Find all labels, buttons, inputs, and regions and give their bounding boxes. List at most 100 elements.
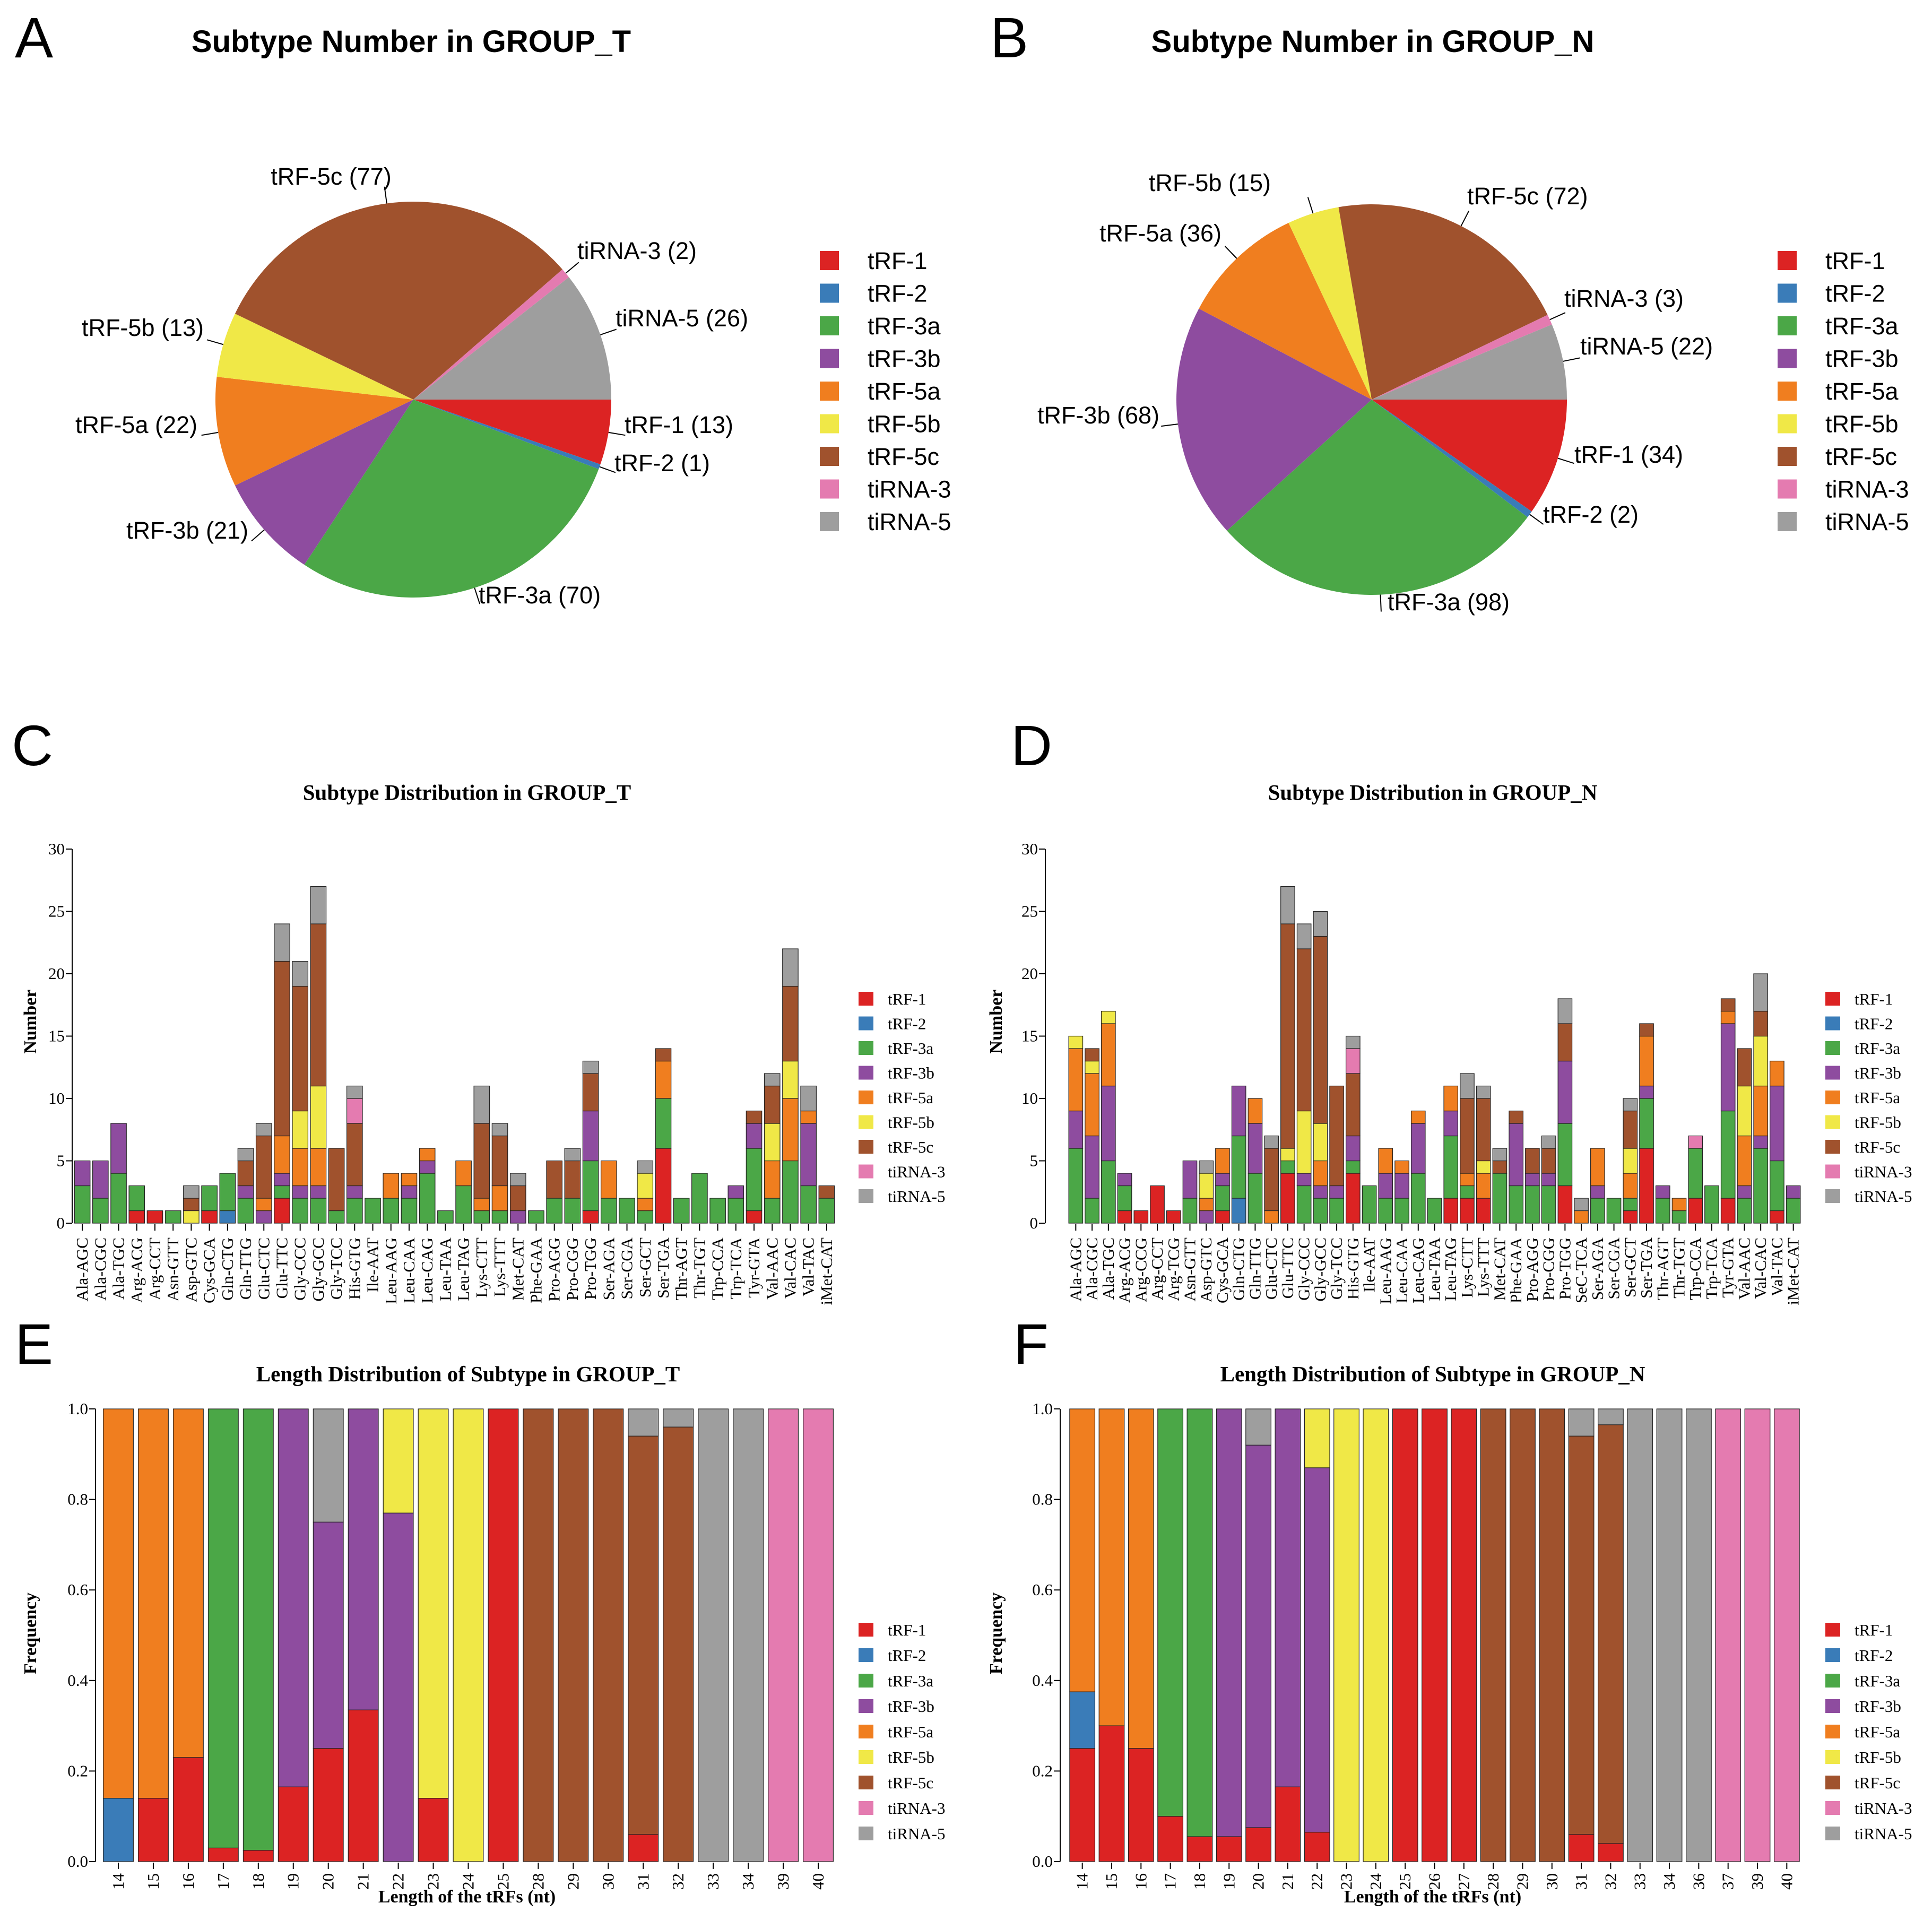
y-axis-title: Frequency (21, 1593, 40, 1674)
legend-swatch (859, 1016, 873, 1031)
bar-segment-tRF-5c (782, 985, 799, 1062)
x-tick-label: 33 (1631, 1873, 1649, 1890)
pie-slice-label: tRF-3b (21) (126, 517, 248, 544)
bar-segment-tRF-3a (1378, 1198, 1393, 1224)
bar-segment-tRF-3b (1101, 1085, 1116, 1162)
legend-label: tRF-5a (868, 378, 941, 405)
bar-segment-tRF-5c (523, 1408, 554, 1862)
bar-chart-f: 0.0 0.2 0.4 0.6 0.8 1.0 Frequency 14 15 16 17 18 19 2… (986, 1399, 1912, 1907)
bar-segment-tRF-3a (419, 1173, 436, 1224)
legend-label: tRF-5b (888, 1113, 934, 1132)
legend-swatch (1778, 349, 1797, 368)
x-tick-label: Arg-CCT (1148, 1238, 1166, 1300)
bar-segment-tRF-5a (1720, 1010, 1736, 1024)
legend-swatch (859, 1623, 873, 1637)
legend-swatch (1825, 1164, 1840, 1179)
bar-segment-tiRNA-5 (1199, 1160, 1214, 1174)
legend-label: tRF-3a (888, 1039, 933, 1058)
bar-segment-tRF-5b (183, 1210, 200, 1224)
bar-segment-tRF-5b (1333, 1408, 1359, 1862)
y-tick-label: 1.0 (1032, 1399, 1053, 1418)
legend-label: tRF-2 (888, 1015, 926, 1033)
x-tick-label: Thr-AGT (1653, 1238, 1672, 1300)
y-tick-label: 25 (48, 902, 65, 921)
bar-segment-tRF-1 (242, 1850, 274, 1862)
bar-segment-tRF-3b (237, 1185, 254, 1199)
bar-segment-tRF-5a (1085, 1073, 1099, 1137)
bar-segment-tRF-3b (1770, 1085, 1784, 1162)
x-tick-label: 36 (1689, 1873, 1708, 1890)
pie-leader-line (565, 262, 579, 274)
bar-segment-tRF-3b (1275, 1408, 1301, 1787)
bar-segment-tRF-5c (1557, 1023, 1573, 1062)
bar-segment-tiRNA-5 (1627, 1408, 1653, 1862)
legend-label: tiRNA-3 (888, 1163, 946, 1181)
bar-segment-tRF-3a (201, 1185, 218, 1212)
bar-segment-tRF-5c (274, 961, 290, 1137)
pie-slice-label: tRF-5a (36) (1099, 220, 1221, 247)
bar-segment-tiRNA-5 (1245, 1408, 1271, 1446)
x-tick-label: Lys-CTT (472, 1238, 491, 1298)
bar-segment-tiRNA-5 (637, 1160, 654, 1174)
x-tick-label: Arg-ACG (127, 1238, 146, 1303)
pie-slice-tRF-2 (413, 400, 601, 470)
bar-segment-tRF-5c (473, 1123, 490, 1199)
x-tick-label: Gln-CTG (218, 1238, 237, 1301)
bar-segment-tRF-3a (74, 1185, 91, 1224)
bar-segment-tRF-3b (292, 1185, 308, 1199)
legend-label: tRF-3a (888, 1672, 933, 1690)
bar-segment-tRF-1 (1346, 1173, 1361, 1224)
bar-segment-tRF-5c (1541, 1148, 1556, 1174)
pie-slice-tiRNA-3 (413, 269, 569, 400)
legend-label: tiRNA-5 (1825, 508, 1909, 535)
bar-segment-tRF-3a (242, 1408, 274, 1851)
x-tick-label: Cys-GCA (1213, 1237, 1232, 1303)
bar-segment-tRF-5c (628, 1435, 659, 1835)
bar-segment-tRF-3a (709, 1198, 726, 1224)
bar-segment-tRF-3b (582, 1110, 599, 1162)
bar-segment-tiRNA-5 (663, 1408, 694, 1427)
bar-segment-tRF-5b (1313, 1123, 1328, 1162)
bar-segment-tRF-3a (1117, 1185, 1132, 1212)
bar-segment-tRF-5c (1329, 1085, 1344, 1187)
x-tick-label: 40 (1777, 1873, 1796, 1890)
legend-swatch (1825, 1674, 1840, 1688)
bar-segment-tRF-5a (1410, 1110, 1426, 1124)
bar-segment-tRF-5b (1068, 1035, 1084, 1049)
bar-segment-tiRNA-5 (582, 1060, 599, 1074)
bar-segment-tRF-1 (128, 1210, 145, 1224)
bar-segment-tRF-1 (1117, 1210, 1132, 1224)
legend-swatch (859, 1827, 873, 1840)
bar-segment-tRF-1 (1304, 1831, 1330, 1862)
bar-segment-tRF-1 (1215, 1210, 1230, 1224)
bar-segment-tiRNA-5 (1541, 1135, 1556, 1149)
y-tick-label: 1.0 (67, 1399, 88, 1418)
pie-slice-label: tRF-3a (70) (479, 582, 601, 609)
legend-swatch (1825, 1115, 1840, 1129)
legend-label: tRF-3b (888, 1064, 934, 1083)
bar-segment-tRF-1 (628, 1834, 659, 1862)
legend-swatch (820, 447, 839, 466)
bar-segment-tRF-5c (546, 1160, 562, 1199)
bar-segment-tiRNA-5 (1264, 1135, 1279, 1149)
x-tick-label: Trp-CCA (1686, 1237, 1704, 1300)
x-tick-label: 29 (564, 1873, 582, 1890)
x-tick-label: 17 (1161, 1873, 1180, 1890)
x-tick-label: Leu-TAA (436, 1237, 454, 1301)
legend-label: tRF-5a (1855, 1723, 1900, 1741)
bar-segment-tRF-3a (207, 1408, 239, 1849)
pie-slice-tRF-1 (1372, 400, 1567, 512)
bar-segment-tRF-3b (346, 1185, 363, 1199)
pie-leader-line (1224, 246, 1237, 259)
bar-segment-tiRNA-3 (346, 1098, 363, 1124)
panel-letter-e: E (15, 1312, 53, 1376)
x-tick-label: Glu-TTC (1278, 1238, 1297, 1299)
bar-segment-tRF-3b (383, 1512, 414, 1862)
legend-label: tRF-2 (1825, 280, 1885, 307)
bar-segment-tRF-3a (818, 1198, 835, 1224)
bar-segment-tiRNA-5 (1346, 1035, 1361, 1049)
bar-segment-tRF-5a (255, 1198, 272, 1212)
bar-segment-tRF-1 (1150, 1185, 1165, 1224)
bar-segment-tRF-3a (727, 1198, 744, 1224)
x-tick-label: Ser-GCT (636, 1238, 654, 1297)
